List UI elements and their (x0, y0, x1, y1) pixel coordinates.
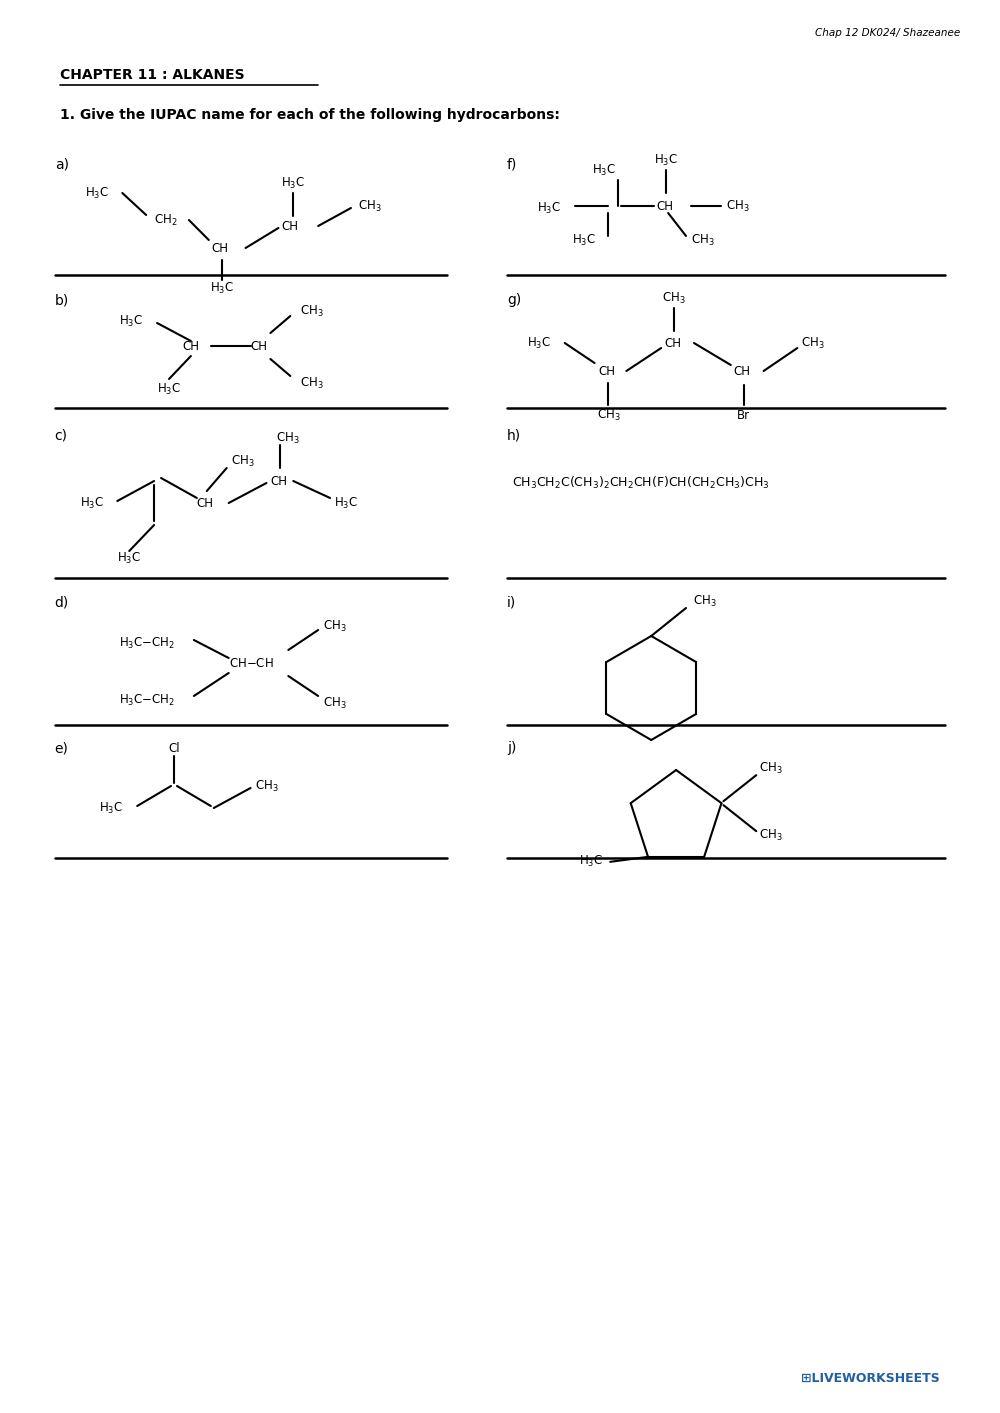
Text: H$_3$C: H$_3$C (334, 496, 358, 510)
Text: CH: CH (734, 365, 751, 377)
Text: H$_3$C: H$_3$C (119, 314, 143, 329)
Text: H$_3$C$-$CH$_2$: H$_3$C$-$CH$_2$ (119, 692, 176, 708)
Text: H$_3$C: H$_3$C (157, 382, 181, 397)
Text: b): b) (55, 292, 69, 307)
Text: H$_3$C: H$_3$C (579, 855, 603, 869)
Text: CH: CH (599, 365, 616, 377)
Text: i): i) (507, 595, 516, 609)
Text: H$_3$C: H$_3$C (80, 496, 104, 510)
Text: H$_3$C: H$_3$C (85, 185, 109, 201)
Text: CH$_3$: CH$_3$ (759, 760, 783, 776)
Text: j): j) (507, 740, 516, 755)
Text: c): c) (55, 428, 68, 442)
Text: CH$_3$: CH$_3$ (300, 376, 324, 390)
Text: CH$_3$: CH$_3$ (759, 828, 783, 842)
Text: CH$_3$: CH$_3$ (231, 454, 254, 469)
Text: CH: CH (656, 199, 673, 212)
Text: CH: CH (664, 336, 681, 349)
Text: CH: CH (251, 339, 268, 352)
Text: H$_3$C: H$_3$C (654, 153, 678, 168)
Text: CH$_3$: CH$_3$ (323, 619, 347, 633)
Text: Chap 12 DK024/ Shazeanee: Chap 12 DK024/ Shazeanee (815, 28, 961, 38)
Text: CH: CH (212, 242, 229, 254)
Text: Br: Br (737, 408, 750, 421)
Text: H$_3$C: H$_3$C (537, 201, 561, 216)
Text: CH$_3$: CH$_3$ (323, 695, 347, 711)
Text: CH$_3$: CH$_3$ (693, 593, 717, 609)
Text: CH$_3$: CH$_3$ (255, 779, 278, 794)
Text: h): h) (507, 428, 521, 442)
Text: CH$_3$: CH$_3$ (726, 198, 749, 213)
Text: Cl: Cl (168, 742, 180, 755)
Text: CH$_3$: CH$_3$ (801, 335, 825, 350)
Text: H$_3$C: H$_3$C (592, 162, 616, 178)
Text: CH$_3$: CH$_3$ (597, 407, 620, 422)
Text: f): f) (507, 158, 517, 172)
Text: CH$_2$: CH$_2$ (154, 212, 178, 227)
Text: CH$-$CH: CH$-$CH (229, 657, 273, 670)
Text: CHAPTER 11 : ALKANES: CHAPTER 11 : ALKANES (60, 68, 244, 82)
Text: CH$_3$: CH$_3$ (358, 198, 382, 213)
Text: e): e) (55, 740, 69, 755)
Text: ⊞LIVEWORKSHEETS: ⊞LIVEWORKSHEETS (801, 1372, 939, 1385)
Text: CH$_3$: CH$_3$ (276, 431, 300, 445)
Text: H$_3$C: H$_3$C (117, 551, 141, 565)
Text: H$_3$C: H$_3$C (99, 800, 124, 815)
Text: H$_3$C: H$_3$C (572, 233, 596, 247)
Text: CH: CH (270, 475, 287, 487)
Text: CH: CH (197, 496, 214, 510)
Text: H$_3$C$-$CH$_2$: H$_3$C$-$CH$_2$ (119, 636, 176, 650)
Text: CH: CH (182, 339, 199, 352)
Text: CH$_3$: CH$_3$ (300, 304, 324, 318)
Text: CH: CH (281, 219, 298, 233)
Text: CH$_3$: CH$_3$ (662, 291, 686, 305)
Text: g): g) (507, 292, 521, 307)
Text: CH$_3$: CH$_3$ (691, 233, 715, 247)
Text: d): d) (55, 595, 69, 609)
Text: H$_3$C: H$_3$C (281, 175, 305, 191)
Text: H$_3$C: H$_3$C (527, 335, 551, 350)
Text: H$_3$C: H$_3$C (210, 280, 234, 295)
Text: 1. Give the IUPAC name for each of the following hydrocarbons:: 1. Give the IUPAC name for each of the f… (60, 107, 560, 122)
Text: CH$_3$CH$_2$C(CH$_3$)$_2$CH$_2$CH(F)CH(CH$_2$CH$_3$)CH$_3$: CH$_3$CH$_2$C(CH$_3$)$_2$CH$_2$CH(F)CH(C… (512, 475, 770, 492)
Text: a): a) (55, 158, 69, 172)
